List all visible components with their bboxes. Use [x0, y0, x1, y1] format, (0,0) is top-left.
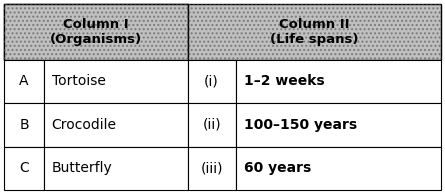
Text: Column II
(Life spans): Column II (Life spans) [270, 18, 358, 46]
Text: Crocodile: Crocodile [52, 118, 117, 132]
Bar [188, 147, 235, 190]
Text: 100–150 years: 100–150 years [243, 118, 357, 132]
Text: Butterfly: Butterfly [52, 161, 113, 175]
Text: 60 years: 60 years [243, 161, 311, 175]
Bar [44, 103, 188, 147]
Text: Tortoise: Tortoise [52, 74, 105, 88]
Bar [4, 4, 188, 60]
Bar [4, 4, 188, 60]
Text: (iii): (iii) [200, 161, 223, 175]
Bar [4, 147, 44, 190]
Text: (ii): (ii) [202, 118, 221, 132]
Bar [4, 60, 44, 103]
Bar [188, 103, 235, 147]
Text: (i): (i) [204, 74, 219, 88]
Bar [44, 147, 188, 190]
Text: A: A [19, 74, 29, 88]
Bar [4, 103, 44, 147]
Bar [44, 60, 188, 103]
Text: 1–2 weeks: 1–2 weeks [243, 74, 324, 88]
Text: B: B [19, 118, 29, 132]
Bar [188, 4, 441, 60]
Bar [188, 60, 235, 103]
Bar [235, 147, 441, 190]
Bar [4, 4, 188, 60]
Bar [235, 103, 441, 147]
Text: C: C [19, 161, 29, 175]
Bar [235, 60, 441, 103]
Text: Column I
(Organisms): Column I (Organisms) [50, 18, 142, 46]
Bar [188, 4, 441, 60]
